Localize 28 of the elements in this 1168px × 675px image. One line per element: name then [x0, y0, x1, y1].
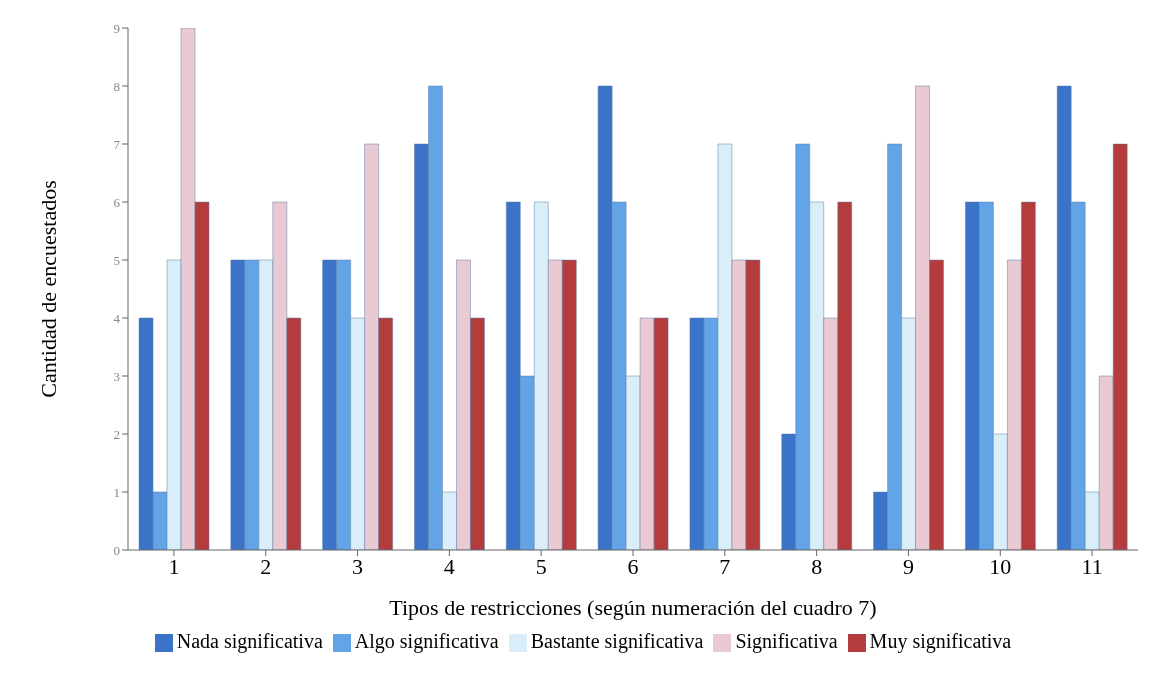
y-tick-label: 4 [113, 310, 121, 326]
x-tick-label: 3 [352, 553, 364, 579]
y-tick-label: 9 [113, 20, 120, 36]
legend-label: Algo significativa [354, 630, 499, 652]
y-tick-label: 8 [113, 78, 120, 94]
x-tick-label: 8 [811, 553, 823, 579]
y-tick-label: 1 [113, 484, 120, 500]
legend-label: Muy significativa [869, 630, 1012, 652]
legend-label: Nada significativa [176, 630, 323, 652]
x-tick-label: 1 [168, 553, 180, 579]
x-tick-label: 4 [443, 553, 455, 579]
y-axis-title: Cantidad de encuestados [35, 180, 61, 398]
x-tick-label: 9 [902, 553, 914, 579]
y-tick-label: 2 [113, 426, 120, 442]
y-tick-label: 6 [113, 194, 121, 210]
y-tick-label: 0 [113, 542, 120, 558]
x-tick-label: 6 [627, 553, 639, 579]
y-tick-label: 3 [113, 368, 120, 384]
x-axis-title: Tipos de restricciones (según numeración del cuadro 7) [389, 595, 877, 620]
x-tick-label: 11 [1081, 553, 1103, 579]
y-tick-label: 5 [113, 252, 120, 268]
legend-label: Bastante significativa [530, 630, 704, 652]
x-tick-label: 5 [535, 553, 547, 579]
x-tick-label: 2 [260, 553, 272, 579]
x-tick-label: 10 [989, 553, 1012, 579]
x-tick-label: 7 [719, 553, 731, 579]
legend-label: Significativa [735, 630, 838, 652]
y-tick-label: 7 [113, 136, 121, 152]
